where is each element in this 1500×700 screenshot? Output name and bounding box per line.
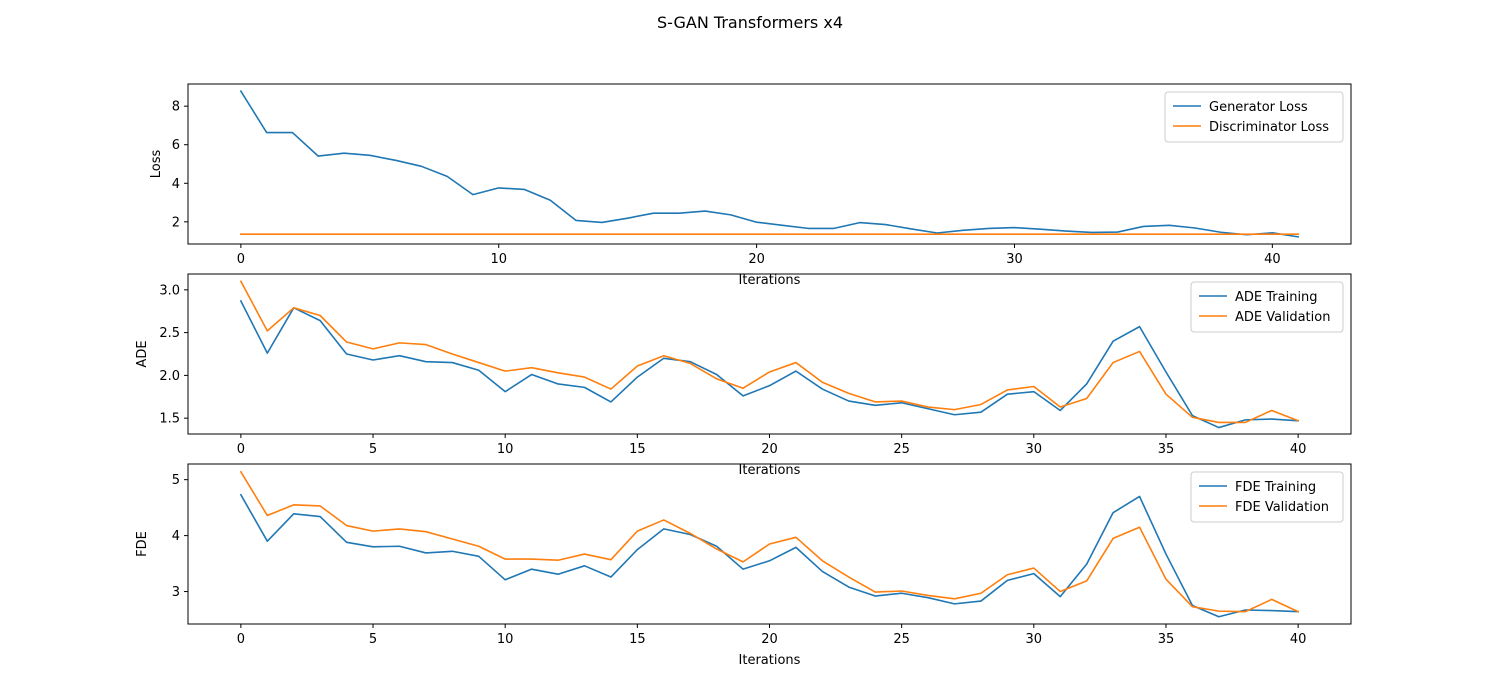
ade-x-tick-label: 40	[1290, 442, 1307, 457]
loss-x-ticks: 0 10 20 30 40	[237, 244, 1281, 267]
ade-series-line-1	[239, 299, 1299, 429]
fde-y-tick-label: 5	[172, 473, 180, 488]
fde-series-group	[239, 470, 1300, 618]
fde-x-tick-label: 10	[497, 632, 514, 647]
loss-legend: Generator Loss Discriminator Loss	[1164, 91, 1344, 143]
ade-series-line-2	[239, 280, 1300, 424]
fde-subplot: 0 5 10 15 20 25 30 35 40 3 4 5 FDE Iterations FDE Trai…	[135, 463, 1352, 668]
loss-legend-label-2: Discriminator Loss	[1209, 120, 1329, 135]
ade-legend-box	[1190, 281, 1344, 333]
loss-x-tick-label: 40	[1264, 252, 1281, 267]
loss-y-tick-label: 2	[172, 215, 180, 230]
loss-y-ticks: 2 4 6 8	[172, 100, 188, 230]
loss-axes-frame	[187, 83, 1352, 245]
ade-x-tick-label: 15	[629, 442, 646, 457]
ade-y-tick-label: 2.5	[159, 326, 180, 341]
ade-x-ticks: 0 5 10 15 20 25 30 35 40	[237, 434, 1307, 457]
loss-legend-box	[1164, 91, 1344, 143]
fde-series-line-1	[239, 493, 1299, 618]
fde-x-tick-label: 35	[1158, 632, 1175, 647]
loss-x-tick-label: 0	[237, 252, 245, 267]
fde-x-axis-label: Iterations	[739, 653, 801, 668]
loss-subplot: 0 10 20 30 40 2 4 6 8 Loss Iterations Generator Los…	[149, 83, 1352, 288]
ade-legend: ADE Training ADE Validation	[1190, 281, 1344, 333]
fde-x-tick-label: 15	[629, 632, 646, 647]
fde-x-tick-label: 30	[1026, 632, 1043, 647]
fde-x-ticks: 0 5 10 15 20 25 30 35 40	[237, 624, 1307, 647]
fde-y-tick-label: 3	[172, 585, 180, 600]
loss-y-tick-label: 4	[172, 177, 180, 192]
fde-x-tick-label: 40	[1290, 632, 1307, 647]
ade-x-tick-label: 0	[237, 442, 245, 457]
fde-legend: FDE Training FDE Validation	[1190, 471, 1344, 523]
ade-y-axis-label: ADE	[135, 340, 150, 367]
ade-x-tick-label: 5	[369, 442, 377, 457]
loss-series-group	[239, 90, 1300, 238]
ade-y-ticks: 1.5 2.0 2.5 3.0	[159, 283, 188, 427]
fde-x-tick-label: 20	[761, 632, 778, 647]
ade-x-tick-label: 30	[1026, 442, 1043, 457]
fde-legend-label-1: FDE Training	[1235, 480, 1316, 495]
ade-y-tick-label: 2.0	[159, 369, 180, 384]
ade-legend-label-1: ADE Training	[1235, 290, 1318, 305]
fde-y-tick-label: 4	[172, 529, 180, 544]
loss-x-tick-label: 30	[1006, 252, 1023, 267]
loss-y-tick-label: 8	[172, 100, 180, 115]
loss-series-line-1	[239, 90, 1300, 238]
fde-x-tick-label: 25	[893, 632, 910, 647]
loss-x-axis-label: Iterations	[739, 273, 801, 288]
fde-y-ticks: 3 4 5	[172, 473, 188, 600]
loss-legend-label-1: Generator Loss	[1209, 100, 1308, 115]
fde-y-axis-label: FDE	[135, 531, 150, 557]
ade-x-tick-label: 25	[893, 442, 910, 457]
ade-y-tick-label: 3.0	[159, 283, 180, 298]
fde-legend-box	[1190, 471, 1344, 523]
figure-title: S-GAN Transformers x4	[657, 13, 843, 32]
ade-x-tick-label: 35	[1158, 442, 1175, 457]
loss-x-tick-label: 10	[490, 252, 507, 267]
ade-x-axis-label: Iterations	[739, 463, 801, 478]
loss-y-tick-label: 6	[172, 138, 180, 153]
ade-series-group	[239, 280, 1300, 429]
ade-x-tick-label: 20	[761, 442, 778, 457]
loss-x-tick-label: 20	[748, 252, 765, 267]
loss-y-axis-label: Loss	[149, 150, 164, 179]
ade-subplot: 0 5 10 15 20 25 30 35 40 1.5 2.0 2.5 3.0 ADE Iteration…	[135, 273, 1352, 478]
fde-series-line-2	[239, 470, 1300, 613]
ade-x-tick-label: 10	[497, 442, 514, 457]
fde-x-tick-label: 0	[237, 632, 245, 647]
fde-x-tick-label: 5	[369, 632, 377, 647]
fde-legend-label-2: FDE Validation	[1235, 500, 1329, 515]
ade-legend-label-2: ADE Validation	[1235, 310, 1330, 325]
ade-y-tick-label: 1.5	[159, 412, 180, 427]
